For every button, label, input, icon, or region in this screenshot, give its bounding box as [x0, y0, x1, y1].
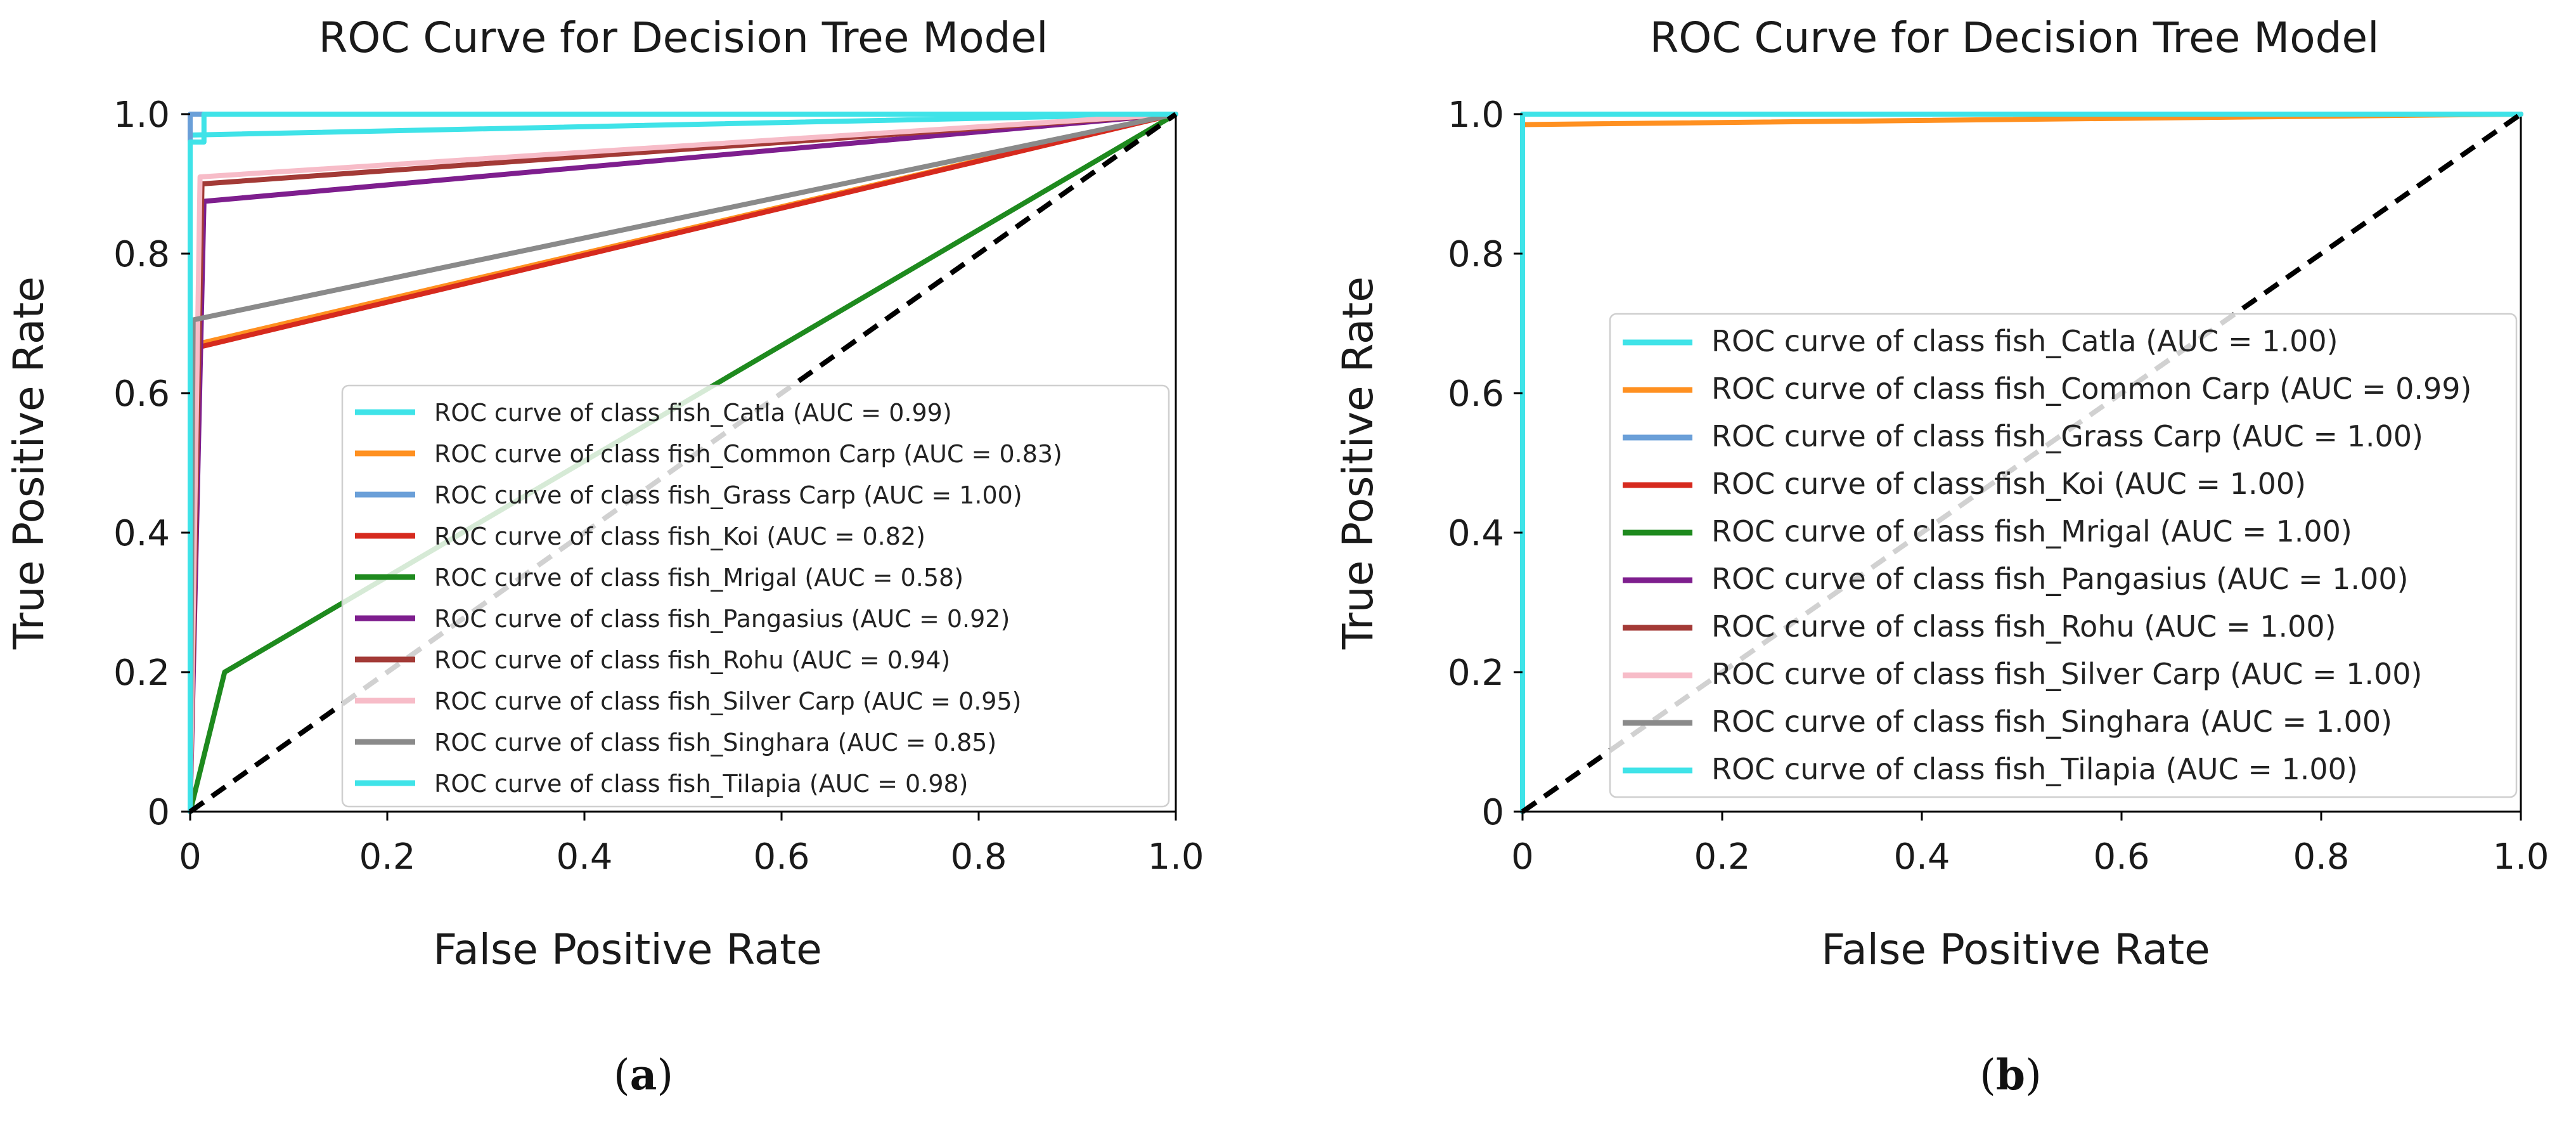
- legend-entry: ROC curve of class fish_Grass Carp (AUC …: [1623, 419, 2423, 453]
- x-tick-label: 0.8: [950, 836, 1007, 878]
- x-tick-label: 0.6: [753, 836, 809, 878]
- panel-a-caption-letter: a: [630, 1050, 657, 1100]
- legend-entry: ROC curve of class fish_Singhara (AUC = …: [1623, 704, 2392, 739]
- legend-label: ROC curve of class fish_Silver Carp (AUC…: [434, 687, 1021, 715]
- roc-curve-line: [188, 112, 1178, 814]
- y-tick-label: 0.4: [113, 513, 170, 554]
- legend-entry: ROC curve of class fish_Tilapia (AUC = 1…: [1623, 752, 2358, 786]
- panel-b-legend: ROC curve of class fish_Catla (AUC = 1.0…: [1609, 313, 2518, 798]
- panel-b: ROC Curve for Decision Tree Model 0 0.2 0.…: [1334, 13, 2549, 1100]
- legend-label: ROC curve of class fish_Catla (AUC = 1.0…: [1711, 324, 2338, 358]
- x-tick-label: 0.6: [2093, 836, 2149, 878]
- panel-a-caption: (a): [614, 1050, 673, 1100]
- legend-entry: ROC curve of class fish_Common Carp (AUC…: [355, 440, 1062, 468]
- legend-label: ROC curve of class fish_Pangasius (AUC =…: [1711, 562, 2409, 596]
- roc-curve-line: [188, 112, 1178, 814]
- panel-a-legend-box: [341, 384, 1170, 808]
- x-tick-label: 0.2: [1694, 836, 1750, 878]
- chance-diagonal-line: [1521, 112, 2523, 814]
- y-tick-label: 0: [147, 792, 170, 833]
- legend-entry: ROC curve of class fish_Catla (AUC = 1.0…: [1623, 324, 2338, 358]
- panel-a: ROC Curve for Decision Tree Model 0 0.2 0.…: [4, 13, 1204, 1100]
- x-tick-label: 0.8: [2293, 836, 2349, 878]
- legend-entry: ROC curve of class fish_Pangasius (AUC =…: [355, 605, 1010, 633]
- legend-entry: ROC curve of class fish_Catla (AUC = 0.9…: [355, 399, 952, 427]
- legend-label: ROC curve of class fish_Koi (AUC = 1.00): [1711, 467, 2306, 501]
- panel-b-x-axis-label: False Positive Rate: [1821, 925, 2210, 974]
- legend-entry: ROC curve of class fish_Pangasius (AUC =…: [1623, 562, 2409, 596]
- legend-label: ROC curve of class fish_Koi (AUC = 0.82): [434, 523, 925, 550]
- panel-b-y-axis-label: True Positive Rate: [1334, 276, 1382, 650]
- y-tick-label: 0.2: [1448, 652, 1504, 694]
- panel-a-x-ticks: 0 0.2 0.4 0.6 0.8 1.0: [179, 812, 1204, 878]
- x-tick-label: 0.4: [556, 836, 612, 878]
- panel-a-x-axis-label: False Positive Rate: [433, 925, 821, 974]
- legend-label: ROC curve of class fish_Rohu (AUC = 0.94…: [434, 646, 950, 674]
- legend-label: ROC curve of class fish_Common Carp (AUC…: [1711, 372, 2471, 406]
- legend-label: ROC curve of class fish_Singhara (AUC = …: [434, 729, 996, 756]
- y-tick-label: 0.6: [113, 373, 170, 415]
- x-tick-label: 0.2: [359, 836, 415, 878]
- y-tick-label: 0.8: [1448, 234, 1504, 275]
- legend-label: ROC curve of class fish_Tilapia (AUC = 0…: [434, 770, 969, 798]
- legend-entry: ROC curve of class fish_Silver Carp (AUC…: [1623, 657, 2423, 691]
- panel-b-title: ROC Curve for Decision Tree Model: [1650, 13, 2380, 62]
- panel-a-curves: [188, 112, 1178, 814]
- y-tick-label: 0: [1481, 792, 1504, 833]
- x-tick-label: 1.0: [1147, 836, 1204, 878]
- legend-label: ROC curve of class fish_Singhara (AUC = …: [1711, 704, 2392, 739]
- legend-entry: ROC curve of class fish_Koi (AUC = 1.00): [1623, 467, 2306, 501]
- legend-label: ROC curve of class fish_Silver Carp (AUC…: [1711, 657, 2423, 691]
- x-tick-label: 0.4: [1893, 836, 1950, 878]
- panel-b-caption: (b): [1980, 1050, 2042, 1100]
- panel-b-caption-letter: b: [1996, 1050, 2025, 1100]
- legend-label: ROC curve of class fish_Grass Carp (AUC …: [1711, 419, 2423, 453]
- y-tick-label: 0.8: [113, 234, 170, 275]
- legend-label: ROC curve of class fish_Pangasius (AUC =…: [434, 605, 1010, 633]
- legend-entry: ROC curve of class fish_Mrigal (AUC = 0.…: [355, 564, 963, 592]
- legend-label: ROC curve of class fish_Mrigal (AUC = 0.…: [434, 564, 963, 592]
- x-tick-label: 0: [1511, 836, 1534, 878]
- panel-a-title: ROC Curve for Decision Tree Model: [319, 13, 1048, 62]
- y-tick-label: 1.0: [113, 94, 170, 136]
- legend-label: ROC curve of class fish_Rohu (AUC = 1.00…: [1711, 609, 2336, 644]
- panel-b-x-ticks: 0 0.2 0.4 0.6 0.8 1.0: [1511, 812, 2549, 878]
- legend-label: ROC curve of class fish_Catla (AUC = 0.9…: [434, 399, 952, 427]
- legend-entry: ROC curve of class fish_Mrigal (AUC = 1.…: [1623, 514, 2352, 549]
- panel-a-y-axis-label: True Positive Rate: [4, 276, 53, 650]
- panel-b-legend-box: [1609, 313, 2518, 798]
- legend-label: ROC curve of class fish_Mrigal (AUC = 1.…: [1711, 514, 2352, 549]
- panel-b-y-ticks: 0 0.2 0.4 0.6 0.8 1.0: [1448, 94, 1523, 833]
- panel-a-y-ticks: 0 0.2 0.4 0.6 0.8 1.0: [113, 94, 190, 833]
- legend-entry: ROC curve of class fish_Common Carp (AUC…: [1623, 372, 2471, 406]
- legend-entry: ROC curve of class fish_Tilapia (AUC = 0…: [355, 770, 969, 798]
- y-tick-label: 1.0: [1448, 94, 1504, 136]
- y-tick-label: 0.2: [113, 652, 170, 694]
- legend-entry: ROC curve of class fish_Singhara (AUC = …: [355, 729, 996, 756]
- legend-entry: ROC curve of class fish_Rohu (AUC = 1.00…: [1623, 609, 2336, 644]
- legend-label: ROC curve of class fish_Common Carp (AUC…: [434, 440, 1062, 468]
- legend-label: ROC curve of class fish_Tilapia (AUC = 1…: [1711, 752, 2358, 786]
- panel-a-legend: ROC curve of class fish_Catla (AUC = 0.9…: [341, 384, 1170, 808]
- x-tick-label: 1.0: [2492, 836, 2549, 878]
- legend-label: ROC curve of class fish_Grass Carp (AUC …: [434, 481, 1022, 509]
- legend-entry: ROC curve of class fish_Grass Carp (AUC …: [355, 481, 1022, 509]
- y-tick-label: 0.4: [1448, 513, 1504, 554]
- legend-entry: ROC curve of class fish_Silver Carp (AUC…: [355, 687, 1021, 715]
- legend-entry: ROC curve of class fish_Koi (AUC = 0.82): [355, 523, 925, 550]
- legend-entry: ROC curve of class fish_Rohu (AUC = 0.94…: [355, 646, 950, 674]
- x-tick-label: 0: [179, 836, 202, 878]
- y-tick-label: 0.6: [1448, 373, 1504, 415]
